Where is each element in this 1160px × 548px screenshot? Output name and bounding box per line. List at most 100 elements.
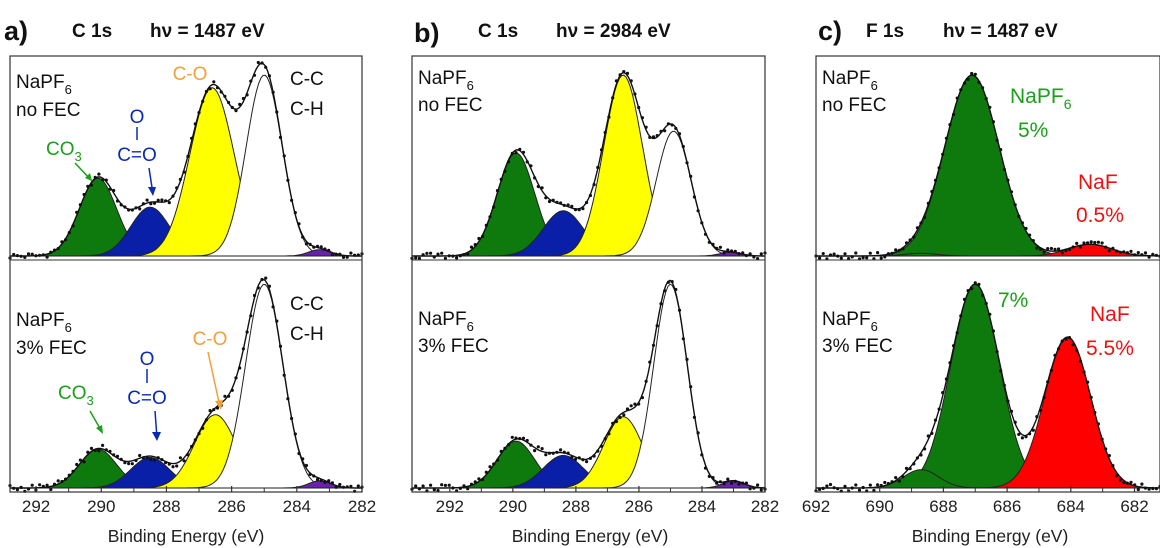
data-point [588,193,593,198]
data-point [488,465,492,469]
data-point [915,456,920,460]
data-point [82,460,86,464]
data-point [182,459,186,463]
data-point [926,434,930,438]
x-tick-label: 292 [436,497,464,516]
data-point [414,484,418,488]
data-point [45,255,49,259]
data-point [529,164,533,168]
data-point [327,248,331,252]
data-point [1020,436,1024,440]
data-point [521,150,526,154]
data-point [886,481,891,486]
data-point [689,385,693,389]
data-point [319,478,323,483]
panel-c-bottom-condition: 3% FEC [822,336,893,357]
data-point [52,482,57,486]
data-point [625,71,630,75]
data-point [312,245,316,249]
data-point [432,488,436,492]
data-point [692,195,697,199]
data-point [219,90,223,94]
data-point [1057,247,1061,251]
data-point [629,404,633,408]
data-point [677,132,682,136]
data-point [1057,347,1061,351]
data-point [282,373,286,377]
data-point [748,252,752,256]
data-point [469,482,474,486]
data-point [722,251,726,255]
panel-c-x-axis: 692 690 688 686 684 682 [802,486,1149,516]
data-point [890,480,894,484]
data-point [726,248,730,252]
data-point [908,238,912,242]
data-point [481,477,485,482]
data-point [696,431,700,435]
data-point [245,330,249,334]
data-point [570,455,574,460]
data-point [603,130,607,135]
data-point [71,224,75,228]
data-point [596,165,600,170]
data-point [857,488,862,492]
data-point [577,456,581,460]
data-point [275,319,279,323]
data-point [677,308,682,312]
data-point [130,208,134,212]
data-point [1096,422,1100,426]
data-point [730,481,734,485]
data-point [1006,178,1010,182]
data-point [696,209,700,213]
data-point [260,277,264,282]
data-point [614,79,619,83]
data-point [599,444,604,448]
data-point [832,486,836,490]
data-point [559,448,563,452]
data-point [973,72,977,76]
data-point [995,350,999,354]
data-point [49,487,53,492]
data-point [1064,249,1068,253]
data-point [507,160,511,164]
data-point [821,486,825,490]
data-point [49,250,53,254]
data-point [555,200,559,204]
data-point [60,479,64,484]
data-point [923,447,927,451]
data-point [215,86,220,90]
data-point [1093,410,1097,415]
data-point [715,246,719,250]
data-point [854,251,858,255]
data-point [854,483,858,487]
data-point [1009,409,1014,413]
data-point [1140,253,1144,257]
data-point [204,89,208,94]
data-point [937,407,941,411]
data-point [293,432,297,436]
data-point [193,122,197,126]
data-point [1089,395,1093,399]
data-point [1118,478,1122,482]
data-point [323,480,327,484]
data-point [458,254,462,258]
data-point [149,202,153,206]
data-point [1071,245,1075,249]
data-point [186,453,190,457]
data-point [23,255,27,259]
data-point [700,453,704,457]
data-point [629,79,633,83]
data-point [977,282,981,286]
panel-b: b) C 1s hν = 2984 eV 292 290 288 286 284 282 … [410,18,779,546]
data-point [1111,246,1115,250]
data-point [741,251,745,255]
data-point [82,192,86,197]
data-point [112,188,116,193]
annot-co-bottom-arrow [207,351,221,408]
data-point [514,436,518,440]
x-tick-label: 286 [625,497,653,516]
data-point [293,211,297,215]
data-point [1125,251,1129,255]
data-point [1060,251,1064,255]
data-point [238,102,242,106]
